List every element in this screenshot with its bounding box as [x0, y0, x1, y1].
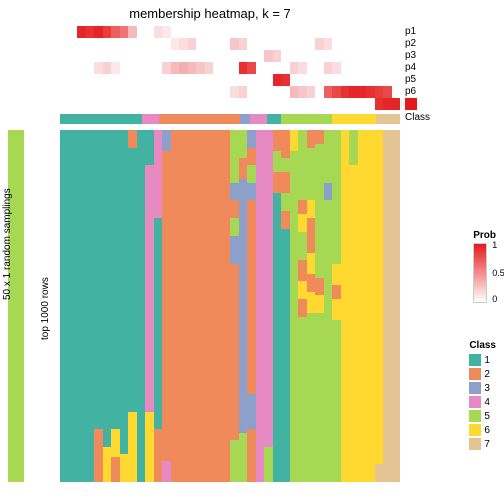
- class-legend-item: 4: [469, 395, 496, 409]
- class-legend-item: 5: [469, 409, 496, 423]
- class-legend-item: 7: [469, 437, 496, 451]
- class-swatch: [469, 410, 481, 422]
- class-legend: Class 1 2 3 4 5 6 7: [469, 340, 496, 451]
- p-row-label: p6: [405, 86, 416, 98]
- prob-tick: 1: [492, 240, 497, 250]
- prob-tick: 0: [492, 294, 497, 304]
- class-legend-label: 4: [484, 397, 490, 408]
- class-legend-item: 6: [469, 423, 496, 437]
- prob-gradient: 1 0.5 0: [473, 243, 487, 303]
- class-legend-label: 5: [484, 411, 490, 422]
- p-row-label: p2: [405, 38, 416, 50]
- class-legend-title: Class: [469, 340, 496, 351]
- class-strip: [60, 114, 400, 124]
- membership-rows: [60, 26, 400, 110]
- class-swatch: [469, 382, 481, 394]
- sampling-bar: [8, 130, 24, 482]
- class-legend-label: 2: [484, 369, 490, 380]
- class-strip-label: Class: [405, 112, 430, 123]
- class-swatch: [469, 438, 481, 450]
- class-legend-item: 3: [469, 381, 496, 395]
- p7-indicator: [405, 98, 417, 110]
- prob-tick: 0.5: [492, 268, 504, 278]
- class-swatch: [469, 368, 481, 380]
- rows-label: top 1000 rows: [40, 277, 51, 340]
- class-legend-label: 7: [484, 439, 490, 450]
- class-swatch: [469, 354, 481, 366]
- class-swatch: [469, 396, 481, 408]
- class-legend-label: 6: [484, 425, 490, 436]
- p-row-label: p1: [405, 26, 416, 38]
- class-legend-label: 1: [484, 355, 490, 366]
- p-row-label: p4: [405, 62, 416, 74]
- prob-legend: Prob 1 0.5 0: [473, 230, 496, 305]
- sampling-label: 50 x 1 random samplings: [2, 188, 13, 300]
- p-row-label: p5: [405, 74, 416, 86]
- chart-title: membership heatmap, k = 7: [0, 6, 420, 21]
- p-row-label: p3: [405, 50, 416, 62]
- main-heatmap: [60, 130, 400, 482]
- class-legend-label: 3: [484, 383, 490, 394]
- class-legend-item: 1: [469, 353, 496, 367]
- class-legend-item: 2: [469, 367, 496, 381]
- class-swatch: [469, 424, 481, 436]
